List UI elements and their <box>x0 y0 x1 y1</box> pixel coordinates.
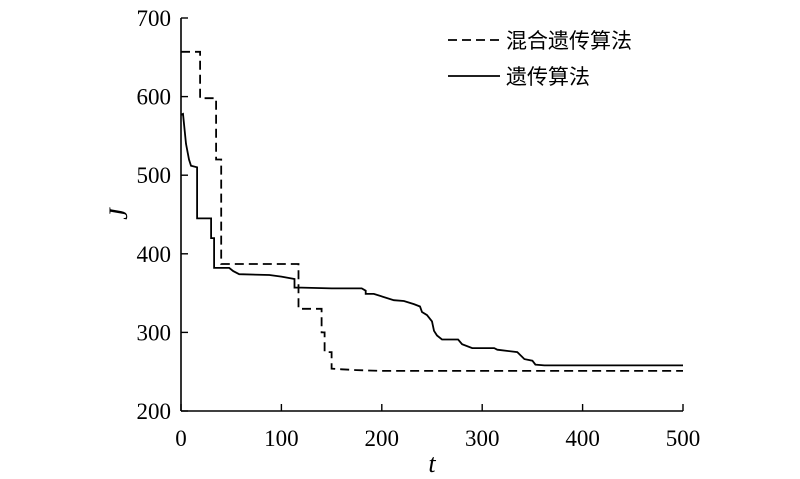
x-tick-label: 500 <box>666 426 701 451</box>
x-tick-label: 300 <box>465 426 500 451</box>
x-tick-label: 0 <box>175 426 187 451</box>
y-tick-label: 200 <box>137 399 172 424</box>
x-tick-label: 100 <box>264 426 299 451</box>
series-line-0 <box>181 50 683 372</box>
series-lines <box>180 50 683 372</box>
x-tick-label: 200 <box>365 426 400 451</box>
legend-label-0: 混合遗传算法 <box>506 29 632 53</box>
x-axis-title: t <box>428 449 436 478</box>
axis-ticks: 0 100 200 300 400 500 200 300 400 500 600 700 <box>137 6 701 451</box>
legend-label-1: 遗传算法 <box>506 65 590 89</box>
y-tick-label: 400 <box>137 242 172 267</box>
y-tick-label: 600 <box>137 85 172 110</box>
x-tick-label: 400 <box>565 426 600 451</box>
axes: tJ <box>104 18 683 478</box>
series-line-1 <box>180 112 683 367</box>
y-tick-label: 300 <box>137 320 172 345</box>
y-tick-label: 500 <box>137 163 172 188</box>
y-tick-label: 700 <box>137 6 172 31</box>
y-axis-title: J <box>104 207 133 220</box>
